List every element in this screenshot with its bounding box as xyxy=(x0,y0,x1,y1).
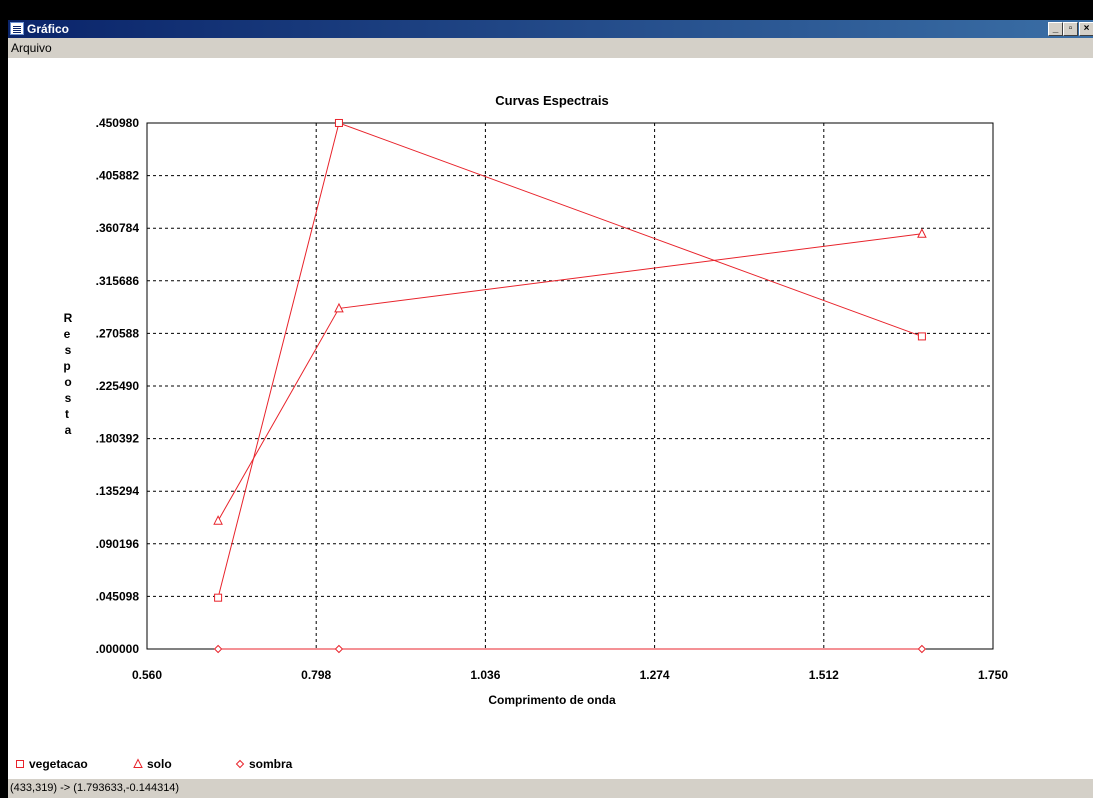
series-point-diamond xyxy=(213,644,223,654)
y-tick-label: .090196 xyxy=(96,537,140,551)
y-axis-label-letter: R xyxy=(64,311,73,325)
legend-label: sombra xyxy=(249,757,293,771)
chart-title: Curvas Espectrais xyxy=(495,93,608,108)
series-point-square xyxy=(334,118,343,127)
legend-label: vegetacao xyxy=(29,757,88,771)
legend-item-sombra: sombra xyxy=(235,757,293,771)
grid xyxy=(147,123,993,649)
y-tick-label: .270588 xyxy=(96,326,140,340)
minimize-button[interactable]: _ xyxy=(1048,22,1063,36)
menu-bar: Arquivo xyxy=(8,38,1093,58)
spectral-chart: Curvas Espectrais .000000 .045098 .090196.… xyxy=(16,93,1008,771)
y-tick-label: .225490 xyxy=(96,379,140,393)
y-tick-labels: .000000 .045098 .090196 .135294 .180392 .2254… xyxy=(96,116,140,656)
y-axis-label-letter: o xyxy=(64,375,71,389)
series-line-vegetacao xyxy=(217,122,923,598)
maximize-button[interactable]: ▫ xyxy=(1063,22,1078,36)
y-axis-label-letter: s xyxy=(65,391,72,405)
close-button[interactable]: × xyxy=(1079,22,1093,36)
x-tick-label: 1.036 xyxy=(470,668,500,682)
series xyxy=(213,118,927,654)
series-solo xyxy=(213,228,927,525)
series-point-triangle xyxy=(213,515,223,525)
cursor-coordinate-readout: (433,319) -> (1.793633,-0.144314) xyxy=(10,782,180,794)
series-point-diamond xyxy=(917,644,927,654)
series-point-triangle xyxy=(917,228,927,238)
x-tick-label: 0.560 xyxy=(132,668,162,682)
x-tick-label: 1.274 xyxy=(640,668,670,682)
y-axis-label-letter: a xyxy=(65,423,72,437)
series-sombra xyxy=(213,644,927,654)
y-tick-label: .360784 xyxy=(96,221,140,235)
menu-item-arquivo[interactable]: Arquivo xyxy=(11,41,52,55)
x-tick-labels: 0.560 0.798 1.036 1.274 1.512 1.750 xyxy=(132,668,1008,682)
y-tick-label: .045098 xyxy=(96,589,140,603)
series-point-diamond xyxy=(334,644,344,654)
y-tick-label: .000000 xyxy=(96,642,140,656)
y-tick-label: .450980 xyxy=(96,116,140,130)
x-tick-label: 1.512 xyxy=(809,668,839,682)
y-axis-label-letter: s xyxy=(65,343,72,357)
series-line-solo xyxy=(217,233,922,521)
series-point-diamond xyxy=(235,759,245,769)
legend: vegetacao solo sombra xyxy=(16,757,293,771)
series-vegetacao xyxy=(214,118,926,602)
y-tick-label: .135294 xyxy=(96,484,140,498)
series-point-square xyxy=(214,593,223,602)
series-point-triangle xyxy=(334,302,344,313)
y-axis-label-letter: e xyxy=(64,327,71,341)
legend-item-vegetacao: vegetacao xyxy=(16,757,88,771)
y-tick-label: .180392 xyxy=(96,432,140,446)
series-point-triangle xyxy=(133,758,143,768)
chart-window-icon[interactable] xyxy=(10,22,24,35)
title-bar: Gráfico _ ▫ × xyxy=(8,20,1093,38)
series-point-square xyxy=(16,760,24,768)
x-axis-label: Comprimento de onda xyxy=(488,693,616,707)
y-tick-label: .315686 xyxy=(96,274,140,288)
x-tick-label: 1.750 xyxy=(978,668,1008,682)
series-point-square xyxy=(917,332,926,341)
y-axis-label-letter: t xyxy=(65,407,69,421)
y-tick-label: .405882 xyxy=(96,169,140,183)
chart-window: Gráfico _ ▫ × Arquivo Curvas Espectrais … xyxy=(8,20,1093,798)
status-bar: (433,319) -> (1.793633,-0.144314) xyxy=(8,779,1093,798)
y-axis-label-letter: p xyxy=(63,359,70,373)
x-tick-label: 0.798 xyxy=(301,668,331,682)
legend-item-solo: solo xyxy=(133,757,172,771)
window-title: Gráfico xyxy=(27,22,70,36)
legend-label: solo xyxy=(147,757,172,771)
